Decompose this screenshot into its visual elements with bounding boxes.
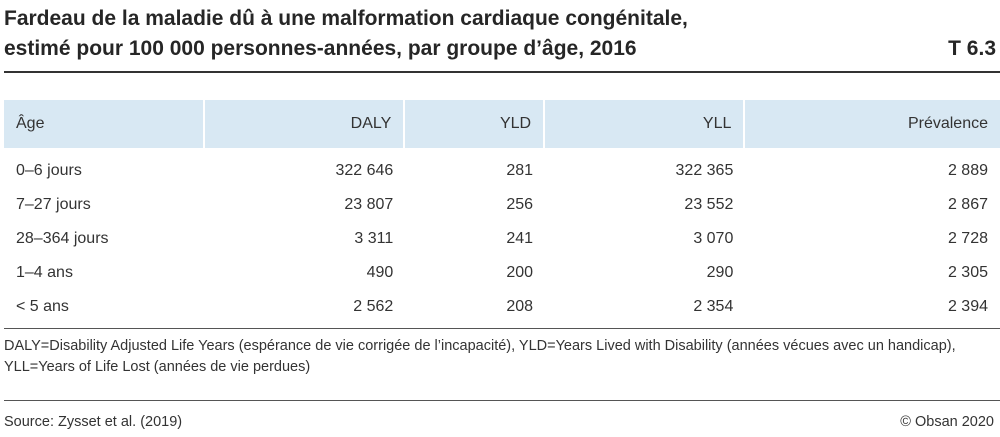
- source-text: Source: Zysset et al. (2019): [4, 414, 183, 430]
- header-yld: YLD: [405, 100, 546, 148]
- title-block: Fardeau de la maladie dû à une malformat…: [4, 4, 996, 70]
- header-yll: YLL: [545, 100, 746, 148]
- cell-age: < 5 ans: [16, 298, 69, 315]
- title-line-1: Fardeau de la maladie dû à une malformat…: [4, 7, 688, 30]
- cell-yld: 281: [506, 162, 534, 179]
- table-row: 7–27 jours 23 807 256 23 552 2 867: [4, 188, 1000, 222]
- cell-yll: 290: [706, 264, 734, 281]
- title-line-2: estimé pour 100 000 personnes-années, pa…: [4, 37, 637, 60]
- cell-daly: 322 646: [335, 162, 394, 179]
- table-row: < 5 ans 2 562 208 2 354 2 394: [4, 290, 1000, 324]
- footer-divider: [4, 400, 1000, 401]
- table-row: 28–364 jours 3 311 241 3 070 2 728: [4, 222, 1000, 256]
- table-header-row: Âge DALY YLD YLL Prévalence: [4, 100, 1000, 148]
- cell-prevalence: 2 867: [947, 196, 988, 213]
- cell-yll: 322 365: [675, 162, 734, 179]
- table-code: T 6.3: [948, 37, 996, 60]
- cell-age: 0–6 jours: [16, 162, 82, 179]
- cell-yld: 256: [506, 196, 534, 213]
- data-table: Âge DALY YLD YLL Prévalence 0–6 jours 32…: [4, 100, 1000, 324]
- header-prevalence: Prévalence: [745, 100, 1000, 148]
- cell-yld: 208: [506, 298, 534, 315]
- table-divider: [4, 328, 1000, 329]
- cell-yld: 241: [506, 230, 534, 247]
- cell-yld: 200: [506, 264, 534, 281]
- cell-age: 7–27 jours: [16, 196, 91, 213]
- cell-daly: 490: [366, 264, 394, 281]
- cell-prevalence: 2 305: [947, 264, 988, 281]
- cell-daly: 2 562: [353, 298, 394, 315]
- table-row: 1–4 ans 490 200 290 2 305: [4, 256, 1000, 290]
- title-divider: [4, 71, 1000, 73]
- cell-yll: 3 070: [693, 230, 734, 247]
- footnote: DALY=Disability Adjusted Life Years (esp…: [4, 338, 956, 375]
- cell-prevalence: 2 728: [947, 230, 988, 247]
- cell-daly: 23 807: [344, 196, 394, 213]
- header-daly: DALY: [205, 100, 406, 148]
- copyright-text: © Obsan 2020: [900, 414, 994, 430]
- cell-prevalence: 2 394: [947, 298, 988, 315]
- cell-age: 28–364 jours: [16, 230, 109, 247]
- cell-prevalence: 2 889: [947, 162, 988, 179]
- header-age: Âge: [4, 100, 205, 148]
- cell-age: 1–4 ans: [16, 264, 73, 281]
- table-row: 0–6 jours 322 646 281 322 365 2 889: [4, 148, 1000, 188]
- cell-yll: 23 552: [684, 196, 734, 213]
- cell-daly: 3 311: [354, 230, 394, 247]
- cell-yll: 2 354: [693, 298, 734, 315]
